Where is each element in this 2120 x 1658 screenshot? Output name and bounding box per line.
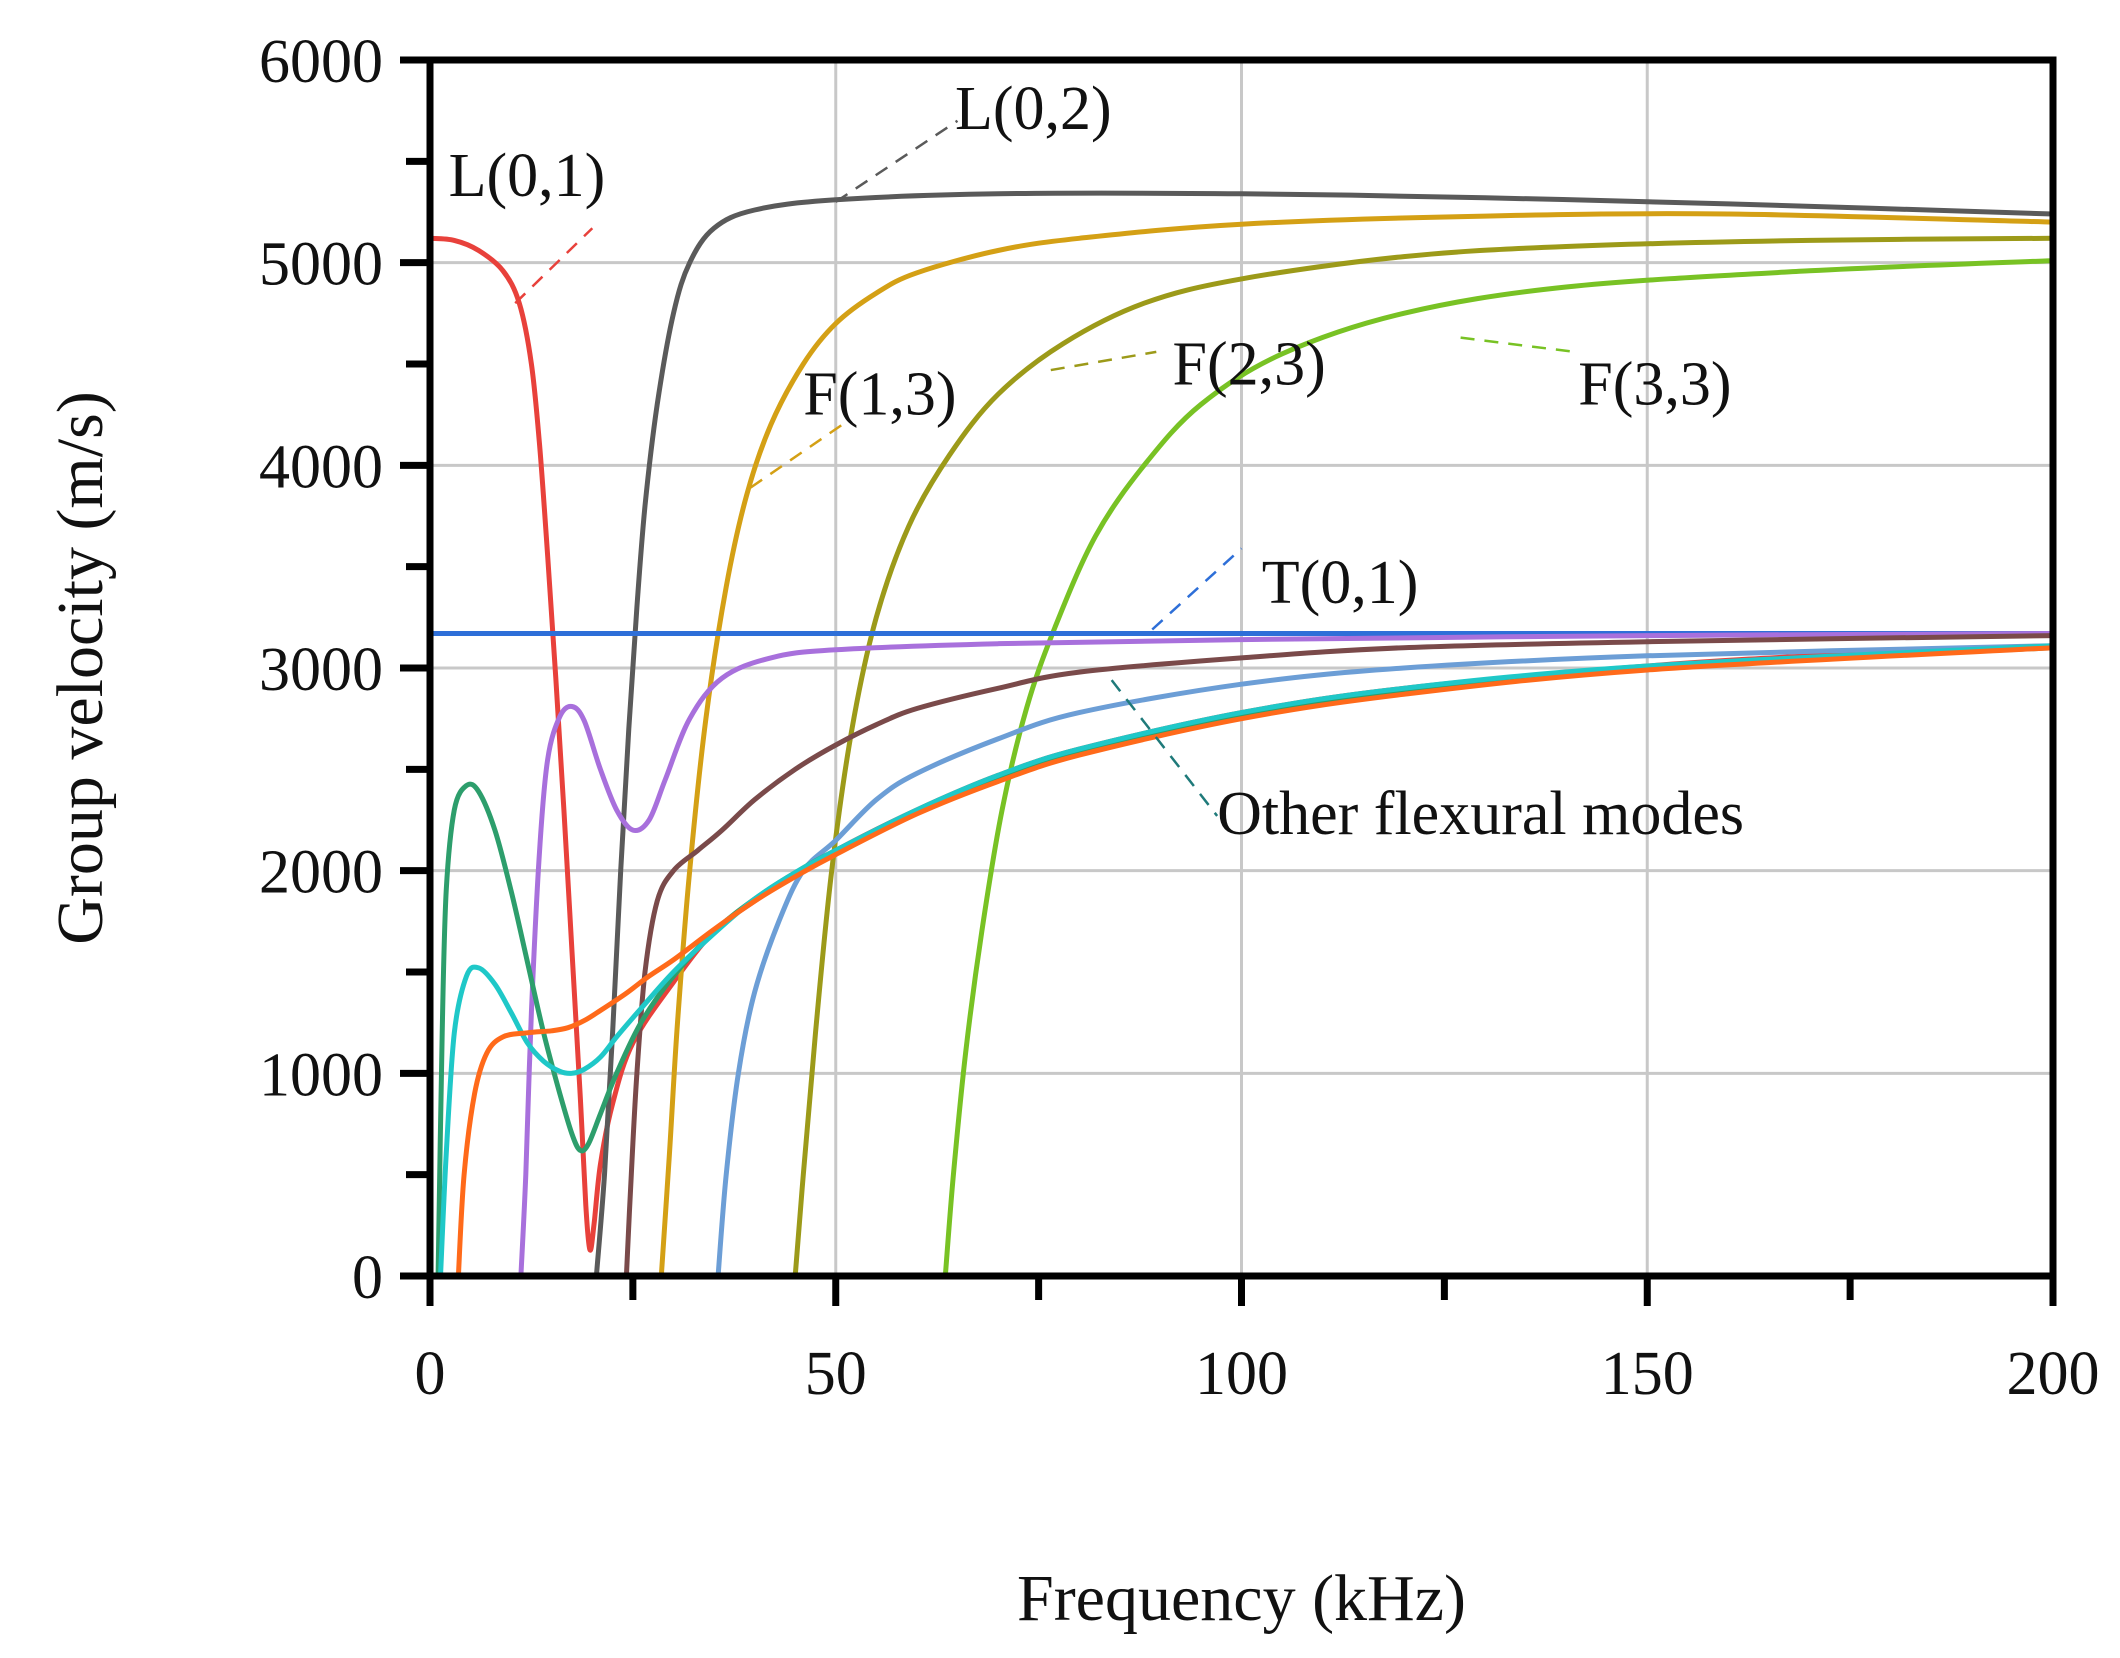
leader-other-flexural-modes [1110,679,1219,817]
series-line-l-0-2 [593,190,2056,1279]
y-tick-label-2000: 2000 [259,839,383,907]
series-line-brown-flexural-mode [623,633,2056,1279]
y-tick-label-3000: 3000 [259,636,383,704]
series-line-orange-flexural-mode [455,645,2056,1279]
annotation-other-flexural-modes: Other flexural modes [1217,780,1744,848]
y-axis-title: Group velocity (m/s) [44,391,117,945]
leader-f-2-3 [1050,350,1157,372]
y-tick-label-1000: 1000 [259,1041,383,1109]
series-line-blue-grey-flexural-mode [715,643,2056,1279]
y-tick-label-4000: 4000 [259,433,383,501]
series-line-cyan-flexural-mode [438,643,2056,1279]
x-tick-label-50: 50 [805,1340,867,1408]
series-line-f-1-3 [658,211,2056,1279]
y-tick-label-6000: 6000 [259,28,383,96]
series-line-purple-flexural-mode [518,631,2056,1279]
leader-f-3-3 [1460,336,1575,354]
x-tick-label-0: 0 [415,1340,446,1408]
x-tick-label-200: 200 [2007,1340,2100,1408]
series-curves [427,190,2056,1279]
annotation-f-1-3: F(1,3) [803,361,956,429]
annotation-f-2-3: F(2,3) [1173,330,1326,398]
axis-ticks [400,56,2057,1306]
annotation-f-3-3: F(3,3) [1578,351,1731,419]
x-axis-title: Frequency (kHz) [1017,1562,1466,1635]
annotation-t-0-1: T(0,1) [1262,549,1419,617]
annotations: L(0,1) L(0,2) F(1,3) F(2,3) F(3,3) T(0,1) Othe… [449,75,1744,848]
y-tick-label-0: 0 [352,1244,383,1312]
annotation-l-0-2: L(0,2) [955,75,1112,143]
y-tick-label-5000: 5000 [259,231,383,299]
leader-l-0-1 [514,227,594,305]
leader-f-1-3 [749,419,849,489]
x-tick-label-100: 100 [1195,1340,1288,1408]
annotation-l-0-1: L(0,1) [449,142,606,210]
leader-t-0-1 [1151,547,1243,631]
series-line-f-3-3 [942,258,2056,1279]
leader-l-0-2 [835,119,959,203]
x-tick-label-150: 150 [1601,1340,1694,1408]
series-line-f-2-3 [792,235,2056,1279]
